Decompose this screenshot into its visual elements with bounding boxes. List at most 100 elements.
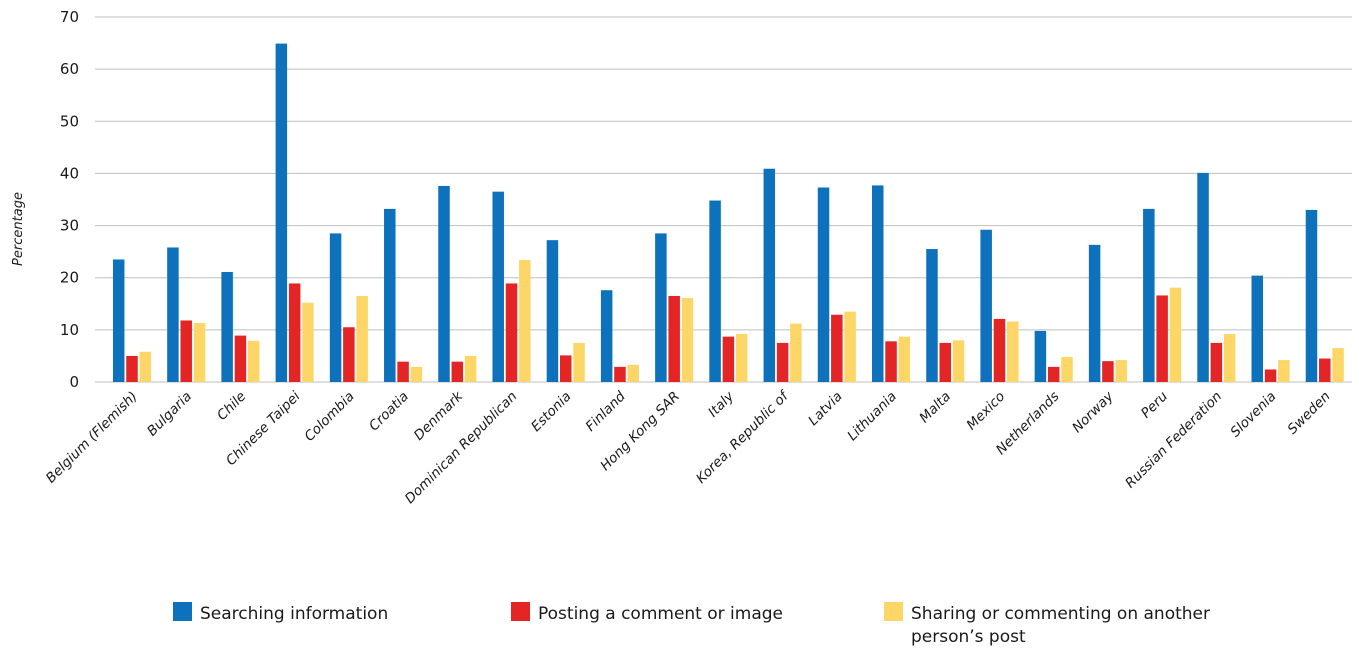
bar-lithuania-series-1: [871, 185, 884, 382]
bar-finland-series-3: [627, 364, 640, 382]
bar-colombia-series-2: [343, 327, 355, 382]
x-tick-label-mexico: Mexico: [963, 389, 1008, 434]
x-tick-label-belgium-flemish-: Belgium (Flemish): [43, 389, 141, 487]
bar-chile-series-3: [247, 340, 260, 382]
bar-latvia-series-3: [844, 311, 856, 382]
x-tick-label-sweden: Sweden: [1285, 389, 1334, 438]
bar-dominican-republican-series-2: [505, 283, 518, 382]
bar-belgium-flemish--series-2: [126, 355, 138, 382]
bar-slovenia-series-1: [1251, 275, 1264, 382]
bar-belgium-flemish--series-3: [139, 351, 152, 382]
bar-chile-series-2: [234, 335, 247, 382]
bar-hong-kong-sar-series-1: [655, 233, 667, 382]
bar-bulgaria-series-3: [193, 323, 206, 382]
bar-denmark-series-3: [464, 355, 477, 382]
x-tick-label-latvia: Latvia: [805, 389, 845, 429]
x-tick-label-italy: Italy: [705, 388, 738, 421]
bar-russian-federation-series-2: [1210, 342, 1223, 382]
bar-lithuania-series-2: [885, 341, 897, 382]
bar-croatia-series-1: [384, 208, 396, 382]
y-tick-label-20: 20: [60, 269, 79, 287]
bar-mexico-series-3: [1007, 321, 1019, 382]
bar-italy-series-3: [735, 334, 748, 382]
bar-malta-series-1: [926, 249, 938, 382]
x-tick-label-dominican-republican: Dominican Republican: [402, 389, 520, 507]
bar-korea-republic-of-series-1: [763, 168, 776, 382]
x-tick-label-bulgaria: Bulgaria: [144, 389, 195, 440]
x-tick-label-slovenia: Slovenia: [1227, 389, 1279, 441]
bar-malta-series-2: [939, 342, 952, 382]
legend-swatch-3: [884, 602, 903, 621]
x-tick-label-norway: Norway: [1069, 388, 1117, 436]
y-tick-label-30: 30: [60, 217, 79, 235]
bar-russian-federation-series-3: [1223, 334, 1236, 382]
bar-bulgaria-series-1: [167, 247, 179, 382]
x-tick-label-lithuania: Lithuania: [844, 389, 900, 445]
bar-slovenia-series-2: [1264, 369, 1277, 382]
bar-norway-series-2: [1102, 361, 1114, 382]
bar-finland-series-2: [614, 366, 626, 382]
bar-belgium-flemish--series-1: [112, 259, 125, 382]
y-tick-label-70: 70: [60, 8, 79, 26]
legend: Searching information Posting a comment o…: [173, 602, 1210, 647]
legend-swatch-1: [173, 602, 192, 621]
bar-hong-kong-sar-series-3: [681, 298, 694, 382]
bar-netherlands-series-2: [1047, 366, 1060, 382]
bar-korea-republic-of-series-2: [776, 342, 789, 382]
legend-label-3: Sharing or commenting on another person’s…: [911, 604, 1210, 647]
x-tick-label-croatia: Croatia: [366, 389, 412, 435]
x-tick-label-peru: Peru: [1138, 389, 1171, 422]
x-tick-label-chile: Chile: [214, 389, 249, 424]
legend-label-1: Searching information: [200, 604, 388, 624]
y-axis-ticks: 0 10 20 30 40 50 60 70: [60, 8, 79, 391]
bar-dominican-republican-series-1: [492, 191, 504, 382]
bar-slovenia-series-3: [1278, 360, 1290, 382]
bar-croatia-series-3: [410, 366, 423, 382]
bar-lithuania-series-3: [898, 336, 911, 382]
bar-peru-series-2: [1156, 295, 1168, 382]
y-tick-label-40: 40: [60, 164, 79, 182]
bar-norway-series-3: [1115, 360, 1127, 382]
bar-estonia-series-3: [573, 342, 585, 382]
bar-denmark-series-1: [438, 185, 450, 382]
bar-mexico-series-1: [980, 229, 992, 382]
y-axis-title: Percentage: [11, 192, 26, 266]
x-tick-label-korea-republic-of: Korea, Republic of: [693, 387, 793, 487]
x-tick-label-estonia: Estonia: [528, 389, 574, 435]
bar-chinese-taipei-series-2: [288, 283, 301, 382]
x-tick-label-finland: Finland: [583, 388, 629, 434]
bar-italy-series-1: [709, 200, 721, 382]
x-tick-label-russian-federation: Russian Federation: [1122, 389, 1225, 492]
bar-chinese-taipei-series-3: [302, 302, 314, 382]
x-tick-label-denmark: Denmark: [411, 388, 467, 444]
bars: [112, 43, 1344, 382]
x-tick-label-colombia: Colombia: [302, 389, 358, 445]
x-tick-label-malta: Malta: [916, 389, 954, 427]
bar-malta-series-3: [952, 340, 965, 382]
bar-croatia-series-2: [397, 361, 409, 382]
bar-estonia-series-1: [546, 240, 559, 382]
bar-russian-federation-series-1: [1197, 172, 1209, 382]
bar-hong-kong-sar-series-2: [668, 295, 680, 382]
bar-netherlands-series-1: [1034, 330, 1047, 382]
bar-dominican-republican-series-3: [519, 259, 531, 382]
bar-colombia-series-1: [329, 233, 342, 382]
bar-finland-series-1: [600, 290, 613, 382]
bar-chile-series-1: [221, 271, 233, 382]
bar-peru-series-3: [1169, 287, 1182, 382]
bar-latvia-series-1: [817, 187, 830, 382]
bar-netherlands-series-3: [1061, 356, 1073, 382]
bar-denmark-series-2: [451, 361, 464, 382]
y-tick-label-50: 50: [60, 112, 79, 130]
legend-label-2: Posting a comment or image: [538, 604, 783, 624]
bar-norway-series-1: [1088, 244, 1101, 382]
bar-mexico-series-2: [993, 318, 1006, 382]
bar-korea-republic-of-series-3: [790, 323, 802, 382]
bar-peru-series-1: [1143, 208, 1155, 382]
y-tick-label-60: 60: [60, 60, 79, 78]
bar-colombia-series-3: [356, 295, 368, 382]
y-tick-label-10: 10: [60, 321, 79, 339]
bar-bulgaria-series-2: [180, 320, 192, 382]
